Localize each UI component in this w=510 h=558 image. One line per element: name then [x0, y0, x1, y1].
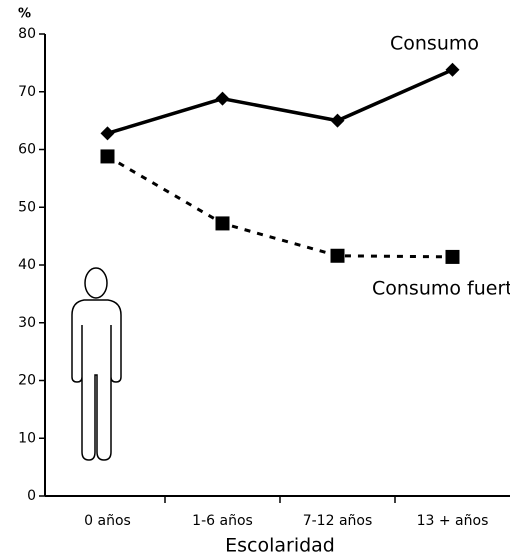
series-label: Consumo fuerte	[372, 278, 510, 300]
y-axis-label: %	[18, 7, 31, 22]
marker	[215, 216, 230, 231]
marker	[445, 62, 460, 77]
series-line	[106, 155, 453, 259]
marker	[445, 249, 460, 264]
x-tick-label: 13 + años	[417, 513, 489, 529]
y-tick-label: 10	[18, 430, 36, 446]
y-tick-label: 50	[18, 199, 36, 215]
marker	[100, 126, 115, 141]
y-tick-label: 60	[18, 142, 36, 158]
y-tick-label: 40	[18, 257, 36, 273]
marker	[330, 248, 345, 263]
x-tick-label: 7-12 años	[303, 513, 373, 529]
y-tick-label: 20	[18, 373, 36, 389]
series-line	[106, 68, 454, 136]
person-icon	[71, 267, 122, 461]
x-tick-label: 0 años	[84, 513, 131, 529]
y-tick-label: 70	[18, 84, 36, 100]
y-tick-label: 0	[27, 488, 36, 504]
x-tick-label: 1-6 años	[192, 513, 253, 529]
marker	[330, 113, 345, 128]
marker	[215, 91, 230, 106]
y-tick-label: 30	[18, 315, 36, 331]
x-axis-label: Escolaridad	[225, 535, 335, 557]
y-tick-label: 80	[18, 26, 36, 42]
series-label: Consumo	[390, 33, 479, 55]
marker	[100, 149, 115, 164]
